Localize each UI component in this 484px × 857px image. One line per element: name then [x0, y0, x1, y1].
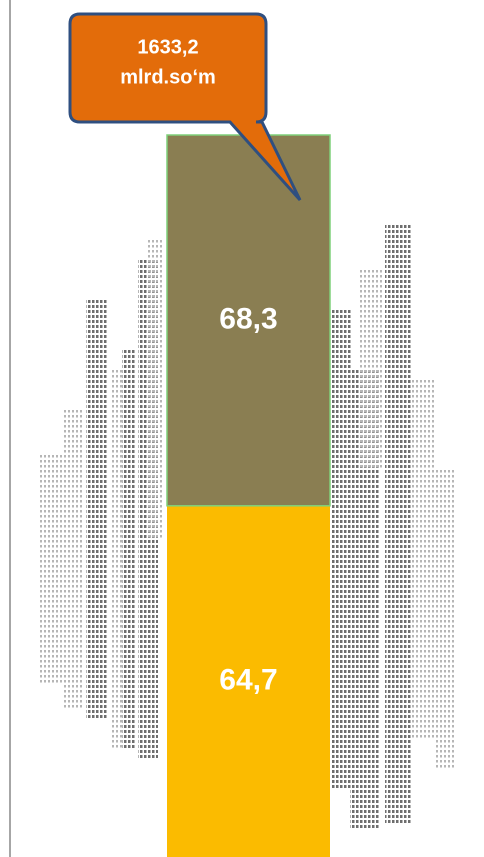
bar-group: 64,7 68,3 [166, 134, 331, 857]
callout: 1633,2 mlrd.so‘m [68, 12, 302, 202]
bar-segment [166, 134, 331, 507]
callout-text: 1633,2 [137, 36, 198, 58]
value-label: 68,3 [219, 302, 277, 335]
bar-segment [167, 505, 330, 857]
value-label: 64,7 [219, 663, 277, 696]
callout-box [68, 12, 302, 202]
skyline [40, 225, 456, 830]
callout-text: mlrd.so‘m [120, 66, 216, 88]
